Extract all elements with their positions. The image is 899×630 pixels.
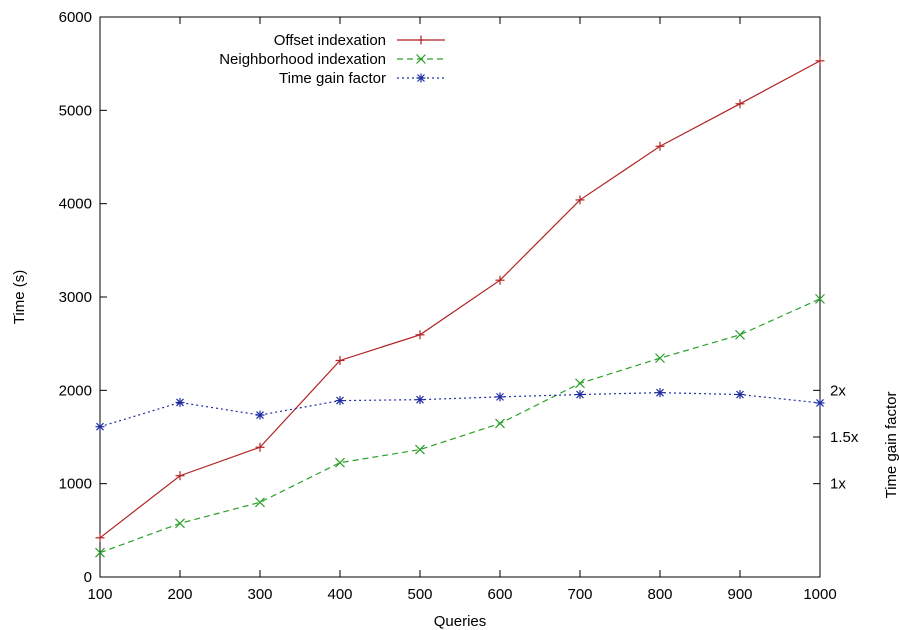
- series-line-3: [99, 392, 821, 428]
- series-1-point: [655, 141, 665, 151]
- legend-marker: [416, 35, 426, 45]
- series-2-point-d2: [335, 457, 345, 468]
- series-3-point: [335, 396, 345, 406]
- y-tick-label: 3000: [59, 289, 92, 306]
- x-tick-label: 900: [727, 586, 752, 603]
- series-2-point: [655, 353, 665, 364]
- series-2-point: [415, 444, 425, 455]
- series-3-point-d2: [176, 398, 184, 407]
- legend-marker-d2: [417, 74, 425, 82]
- axis-ticks: 100 200 300 400 500 600 700 800 900 1000 0 1000 2000…: [59, 9, 859, 603]
- x-tick-label: 200: [167, 586, 192, 603]
- y-tick-label: 0: [84, 569, 92, 586]
- x-tick-label: 300: [247, 586, 272, 603]
- series-1-point: [255, 442, 265, 452]
- legend-label: Neighborhood indexation: [219, 51, 386, 68]
- series-2-point-d2: [655, 353, 665, 364]
- x-tick-label: 400: [327, 586, 352, 603]
- series-3-point: [255, 410, 265, 420]
- series-3-point: [415, 395, 425, 405]
- series-3-point: [175, 397, 185, 407]
- series-3-point-d2: [496, 392, 504, 401]
- series-2-point-d2: [95, 547, 105, 558]
- series-1-point: [175, 471, 185, 481]
- series-2-point: [335, 457, 345, 468]
- series-3-point-d2: [576, 390, 584, 399]
- series-3-point-d2: [96, 422, 104, 431]
- y-tick-label: 5000: [59, 102, 92, 119]
- plot-frame: [99, 16, 821, 578]
- series-1-point: [815, 56, 825, 66]
- series-layer: [95, 56, 825, 558]
- series-2-point-d2: [495, 418, 505, 429]
- series-3-point-d2: [256, 411, 264, 419]
- x-tick-label: 500: [407, 586, 432, 603]
- series-2-point: [255, 497, 265, 508]
- series-1-point: [735, 99, 745, 109]
- series-3-point: [95, 422, 105, 432]
- x-tick-label: 100: [87, 586, 112, 603]
- series-2-point-d2: [735, 329, 745, 340]
- series-2-point: [495, 418, 505, 429]
- series-3-point: [575, 390, 585, 400]
- y2-axis-title: Time gain factor: [883, 392, 899, 499]
- series-line-2: [99, 298, 821, 554]
- series-1-point: [495, 275, 505, 285]
- series-3-point-d2: [816, 399, 824, 407]
- series-2-point-d2: [415, 444, 425, 455]
- series-1-point: [95, 533, 105, 543]
- legend-label: Offset indexation: [274, 32, 386, 49]
- y-tick-label: 6000: [59, 9, 92, 26]
- series-3-point: [655, 388, 665, 398]
- series-3-point: [735, 390, 745, 400]
- series-2-point: [175, 518, 185, 529]
- series-2-point-d2: [575, 378, 585, 389]
- x-tick-label: 800: [647, 586, 672, 603]
- series-1-point: [335, 355, 345, 365]
- y2-tick-label: 1x: [830, 476, 846, 493]
- series-3-point: [495, 392, 505, 402]
- series-1-point: [415, 330, 425, 340]
- series-line-1: [99, 60, 821, 539]
- series-2-point: [575, 378, 585, 389]
- legend-marker-d2: [416, 54, 426, 64]
- legend-label: Time gain factor: [279, 70, 386, 87]
- series-2-point-d2: [175, 518, 185, 529]
- x-axis-title: Queries: [434, 613, 487, 630]
- series-2-point: [95, 547, 105, 558]
- y-tick-label: 4000: [59, 196, 92, 213]
- legend-marker: [416, 73, 426, 83]
- y2-tick-label: 1.5x: [830, 429, 859, 446]
- y-tick-label: 1000: [59, 476, 92, 493]
- series-3-point-d2: [656, 388, 664, 397]
- x-tick-label: 1000: [803, 586, 836, 603]
- x-tick-label: 700: [567, 586, 592, 603]
- series-3-point-d2: [336, 396, 344, 405]
- legend-marker: [416, 54, 426, 64]
- y-tick-label: 2000: [59, 382, 92, 399]
- series-2-point-d2: [815, 293, 825, 304]
- series-1-point: [575, 195, 585, 205]
- x-tick-label: 600: [487, 586, 512, 603]
- series-2-point-d2: [255, 497, 265, 508]
- legend: Offset indexation Neighborhood indexation…: [219, 32, 445, 87]
- series-2-point: [815, 293, 825, 304]
- y2-tick-label: 2x: [830, 382, 846, 399]
- series-3-point-d2: [416, 395, 424, 404]
- series-2-point: [735, 329, 745, 340]
- series-3-point-d2: [736, 390, 744, 399]
- y-axis-title: Time (s): [11, 270, 28, 324]
- series-3-point: [815, 398, 825, 408]
